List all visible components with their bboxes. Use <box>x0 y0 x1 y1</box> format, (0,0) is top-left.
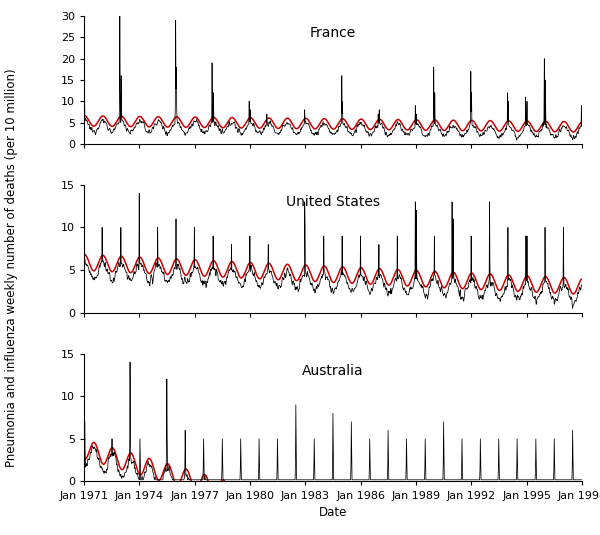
Text: United States: United States <box>286 195 380 209</box>
Text: Pneumonia and influenza weekly number of deaths (per 10 million): Pneumonia and influenza weekly number of… <box>5 68 19 467</box>
X-axis label: Date: Date <box>319 506 347 519</box>
Text: France: France <box>310 26 356 40</box>
Text: Australia: Australia <box>302 364 364 378</box>
